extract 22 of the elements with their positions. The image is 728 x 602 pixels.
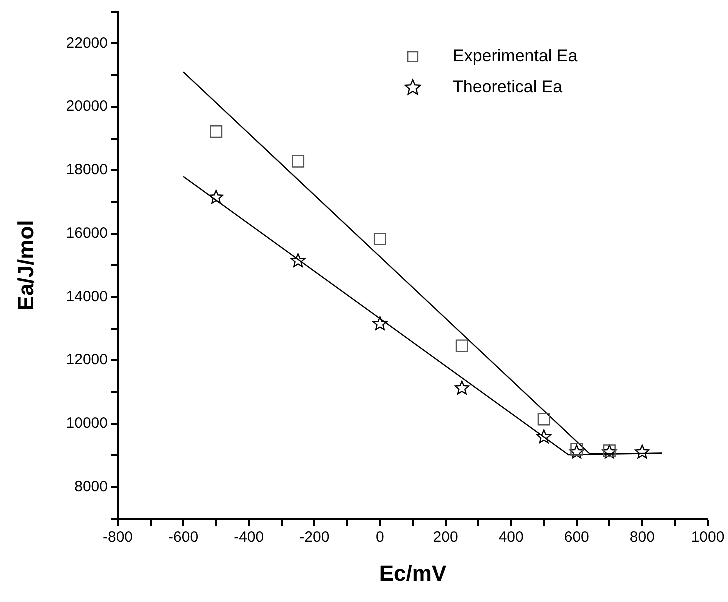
y-tick-label: 22000	[66, 34, 108, 52]
legend-label: Experimental Ea	[453, 46, 578, 66]
y-tick-label: 18000	[66, 162, 108, 179]
y-tick-label: 12000	[66, 352, 108, 369]
y-tick-label: 10000	[66, 415, 108, 432]
x-axis-title: Ec/mV	[379, 560, 447, 586]
x-tick-label: 600	[564, 529, 590, 546]
y-tick-label: 8000	[74, 478, 108, 496]
x-tick-label: 200	[433, 529, 458, 546]
x-tick-label: 800	[630, 529, 655, 546]
x-tick-label: 1000	[691, 529, 725, 546]
y-tick-label: 20000	[66, 98, 108, 116]
x-tick-label: -600	[168, 529, 199, 546]
y-tick-label: 16000	[66, 224, 108, 242]
x-tick-label: 400	[498, 529, 524, 546]
legend-label: Theoretical Ea	[453, 78, 564, 97]
x-tick-label: -200	[300, 529, 330, 546]
x-tick-label: -800	[102, 529, 134, 546]
x-tick-label: 0	[376, 529, 384, 546]
y-axis-title: Ea/J/mol	[13, 220, 38, 311]
y-tick-label: 14000	[66, 288, 108, 306]
x-tick-label: -400	[234, 529, 264, 546]
